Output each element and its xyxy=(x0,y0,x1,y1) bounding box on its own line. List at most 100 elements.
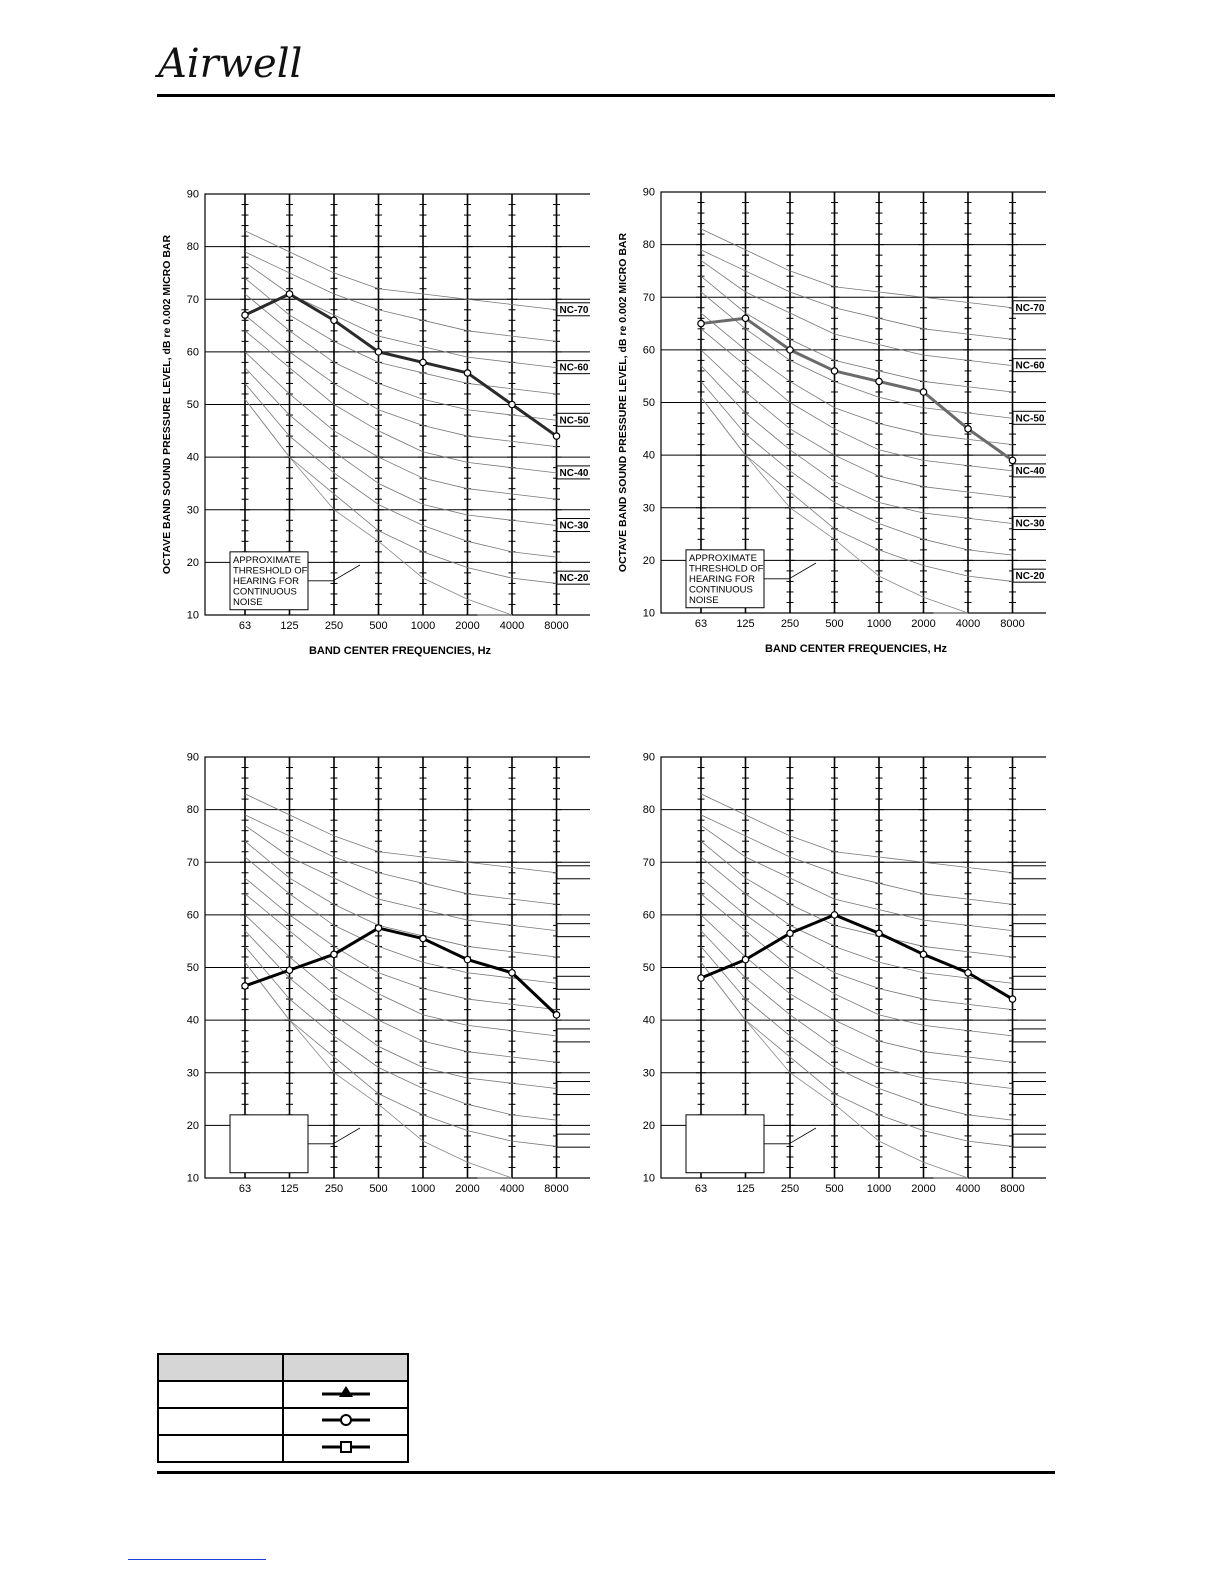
y-tick-label: 30 xyxy=(643,502,655,514)
y-tick-label: 90 xyxy=(187,189,199,201)
data-point xyxy=(508,968,516,977)
nc-curve xyxy=(700,893,1013,1037)
y-tick-label: 10 xyxy=(187,1173,199,1185)
threshold-note-text: THRESHOLD OF xyxy=(233,565,308,576)
y-tick-label: 20 xyxy=(187,557,199,569)
y-tick-label: 30 xyxy=(187,504,199,516)
nc-label-box xyxy=(1012,516,1046,531)
y-tick-label: 40 xyxy=(187,452,199,464)
data-point xyxy=(552,1011,561,1019)
legend-row xyxy=(157,1434,409,1463)
chart-svg: 10 20 30 40 50 60 70 80 90 63 125 250 500 1000 2000 400… xyxy=(643,752,1046,1195)
data-point xyxy=(919,388,928,396)
data-point xyxy=(786,346,794,354)
threshold-note-text: APPROXIMATE xyxy=(689,553,757,564)
nc-label: NC-50 xyxy=(560,415,589,426)
threshold-note-arrow xyxy=(764,562,817,580)
legend-marker-cell xyxy=(282,1407,409,1436)
nc-label-box xyxy=(556,302,590,317)
nc-curve xyxy=(700,381,1013,556)
x-tick-label: 500 xyxy=(825,618,843,630)
data-point xyxy=(552,432,561,440)
nc-curve xyxy=(700,328,1013,472)
nc-label-box xyxy=(556,1028,590,1043)
threshold-note-text: NOISE xyxy=(689,595,719,606)
nc-label: NC-70 xyxy=(560,305,589,316)
threshold-note-box xyxy=(229,1114,309,1174)
x-tick-label: 500 xyxy=(369,620,387,632)
data-point xyxy=(330,316,338,325)
x-tick-label: 4000 xyxy=(500,1183,524,1195)
nc-curve xyxy=(700,275,1013,393)
nc-label: NC-70 xyxy=(1016,303,1045,314)
nc-chart-top-right: 10 20 30 40 50 60 70 80 90 63 125 250 500 1000 2000 400… xyxy=(616,180,1046,680)
nc-curve xyxy=(244,314,557,447)
nc-curve xyxy=(700,856,1013,984)
data-point xyxy=(508,400,516,409)
data-point xyxy=(875,377,883,386)
nc-label: NC-30 xyxy=(1016,519,1045,530)
data-point xyxy=(419,358,427,367)
y-tick-label: 60 xyxy=(187,909,199,921)
data-point xyxy=(285,290,294,298)
nc-label-box xyxy=(556,360,590,375)
data-point xyxy=(374,348,383,356)
x-tick-label: 8000 xyxy=(544,620,568,632)
nc-label-box xyxy=(556,412,590,427)
x-tick-label: 4000 xyxy=(956,618,980,630)
nc-curve xyxy=(244,893,557,1037)
x-tick-label: 2000 xyxy=(911,1183,935,1195)
nc-label: NC-20 xyxy=(560,573,589,584)
y-tick-label: 20 xyxy=(187,1120,199,1132)
hearing-threshold-curve xyxy=(700,396,969,614)
data-point xyxy=(285,966,294,974)
data-point xyxy=(830,911,839,919)
data-point xyxy=(697,974,705,982)
threshold-note-arrow xyxy=(764,1127,817,1145)
y-tick-label: 80 xyxy=(187,804,199,816)
x-tick-label: 8000 xyxy=(544,1183,568,1195)
nc-chart-top-left: 10 20 30 40 50 60 70 80 90 63 125 250 500 1000 2000 400… xyxy=(160,182,590,682)
nc-curve xyxy=(700,825,1013,932)
nc-curve xyxy=(700,793,1013,874)
header-rule xyxy=(157,94,1055,97)
legend-marker-cell xyxy=(282,1380,409,1409)
nc-curve xyxy=(244,367,557,526)
threshold-note-box xyxy=(229,551,309,611)
nc-curve xyxy=(700,312,1013,445)
nc-label-box xyxy=(1012,568,1046,583)
x-tick-label: 125 xyxy=(736,1183,754,1195)
nc-curve xyxy=(700,365,1013,524)
triangle-marker-icon xyxy=(321,1386,370,1397)
y-tick-label: 40 xyxy=(643,450,655,462)
threshold-note-text: HEARING FOR xyxy=(689,574,755,585)
legend-row xyxy=(157,1380,409,1409)
x-tick-label: 63 xyxy=(239,620,251,632)
nc-label: NC-40 xyxy=(1016,466,1045,477)
hearing-threshold-curve xyxy=(244,398,513,616)
x-tick-label: 250 xyxy=(781,1183,799,1195)
nc-curve xyxy=(700,877,1013,1010)
nc-label-box xyxy=(556,975,590,990)
footer-rule xyxy=(157,1471,1055,1474)
x-tick-label: 63 xyxy=(695,1183,707,1195)
threshold-note-box xyxy=(685,549,765,609)
nc-curve xyxy=(700,961,1013,1147)
data-point xyxy=(419,934,427,943)
nc-label: NC-60 xyxy=(1016,361,1045,372)
data-point xyxy=(741,955,750,964)
nc-label-box xyxy=(1012,410,1046,425)
x-tick-label: 1000 xyxy=(411,1183,435,1195)
x-tick-label: 500 xyxy=(369,1183,387,1195)
hearing-threshold-curve xyxy=(700,961,969,1179)
x-tick-label: 2000 xyxy=(911,618,935,630)
y-tick-label: 90 xyxy=(187,752,199,764)
nc-curve xyxy=(244,398,557,584)
nc-curve xyxy=(244,383,557,558)
y-tick-label: 60 xyxy=(643,344,655,356)
nc-curve xyxy=(700,930,1013,1089)
nc-curve xyxy=(244,840,557,958)
nc-curve xyxy=(244,825,557,932)
legend-marker-cell xyxy=(282,1434,409,1463)
nc-curve xyxy=(700,914,1013,1063)
